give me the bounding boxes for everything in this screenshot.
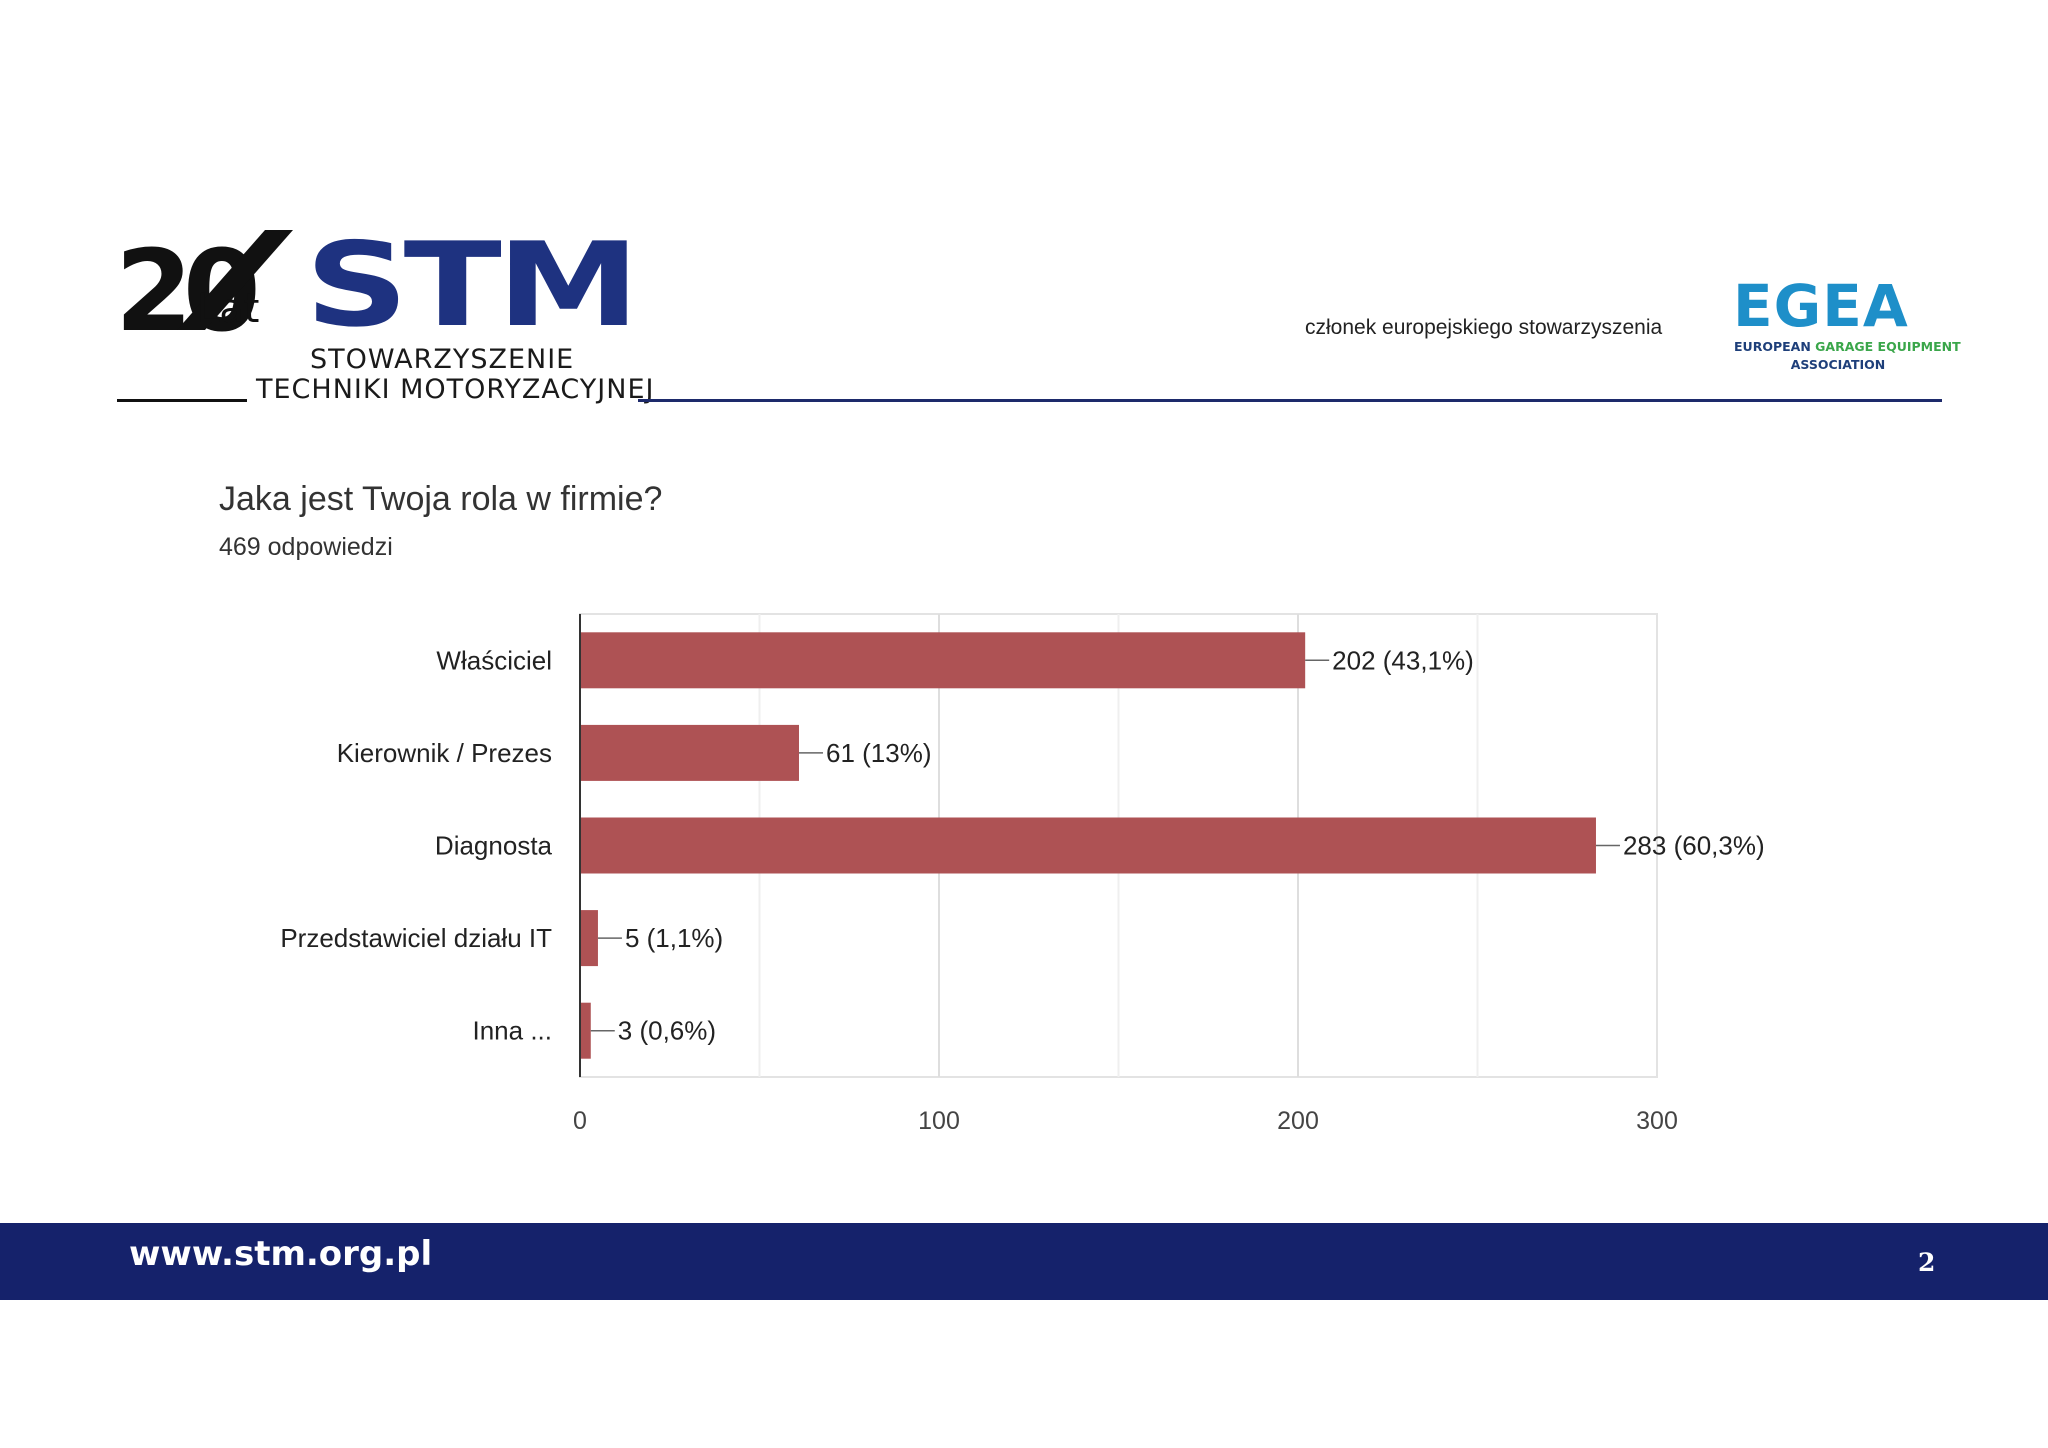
bar	[581, 910, 598, 967]
category-label: Diagnosta	[435, 831, 553, 861]
bar	[581, 1002, 591, 1059]
page-number: 2	[1918, 1248, 1936, 1277]
stm-name-line1: STOWARZYSZENIE	[310, 344, 575, 375]
question-title: Jaka jest Twoja rola w firmie?	[219, 480, 663, 518]
x-tick-label: 200	[1277, 1107, 1319, 1135]
x-tick-label: 100	[918, 1107, 960, 1135]
data-label: 61 (13%)	[826, 738, 932, 768]
anniversary-word: Lat	[197, 286, 259, 332]
data-label: 202 (43,1%)	[1332, 645, 1474, 675]
data-label: 5 (1,1%)	[625, 923, 723, 953]
egea-logo: EGEA	[1733, 272, 1909, 340]
data-label: 3 (0,6%)	[618, 1016, 716, 1046]
data-label: 283 (60,3%)	[1623, 831, 1765, 861]
response-count: 469 odpowiedzi	[219, 533, 393, 561]
stm-acronym: STM	[305, 222, 635, 353]
header-rule-right	[638, 399, 1942, 402]
member-text: członek europejskiego stowarzyszenia	[1305, 316, 1663, 339]
bar	[581, 632, 1306, 689]
stm-logo: 20 Lat STM	[115, 222, 635, 357]
x-tick-label: 0	[573, 1107, 587, 1135]
footer-url[interactable]: www.stm.org.pl	[129, 1234, 433, 1274]
egea-subtitle-line1: EUROPEAN GARAGE EQUIPMENT	[1734, 339, 1961, 354]
x-tick-label: 300	[1636, 1107, 1678, 1135]
labels: 0 100 200 300 Właściciel 202 (43,1%) Kierownik…	[280, 645, 1764, 1135]
category-label: Kierownik / Prezes	[337, 738, 552, 768]
stm-name-line2: TECHNIKI MOTORYZACYJNEJ	[256, 374, 655, 405]
bar	[581, 817, 1596, 874]
egea-subtitle-garage-equipment: GARAGE EQUIPMENT	[1815, 339, 1961, 354]
category-label: Właściciel	[436, 645, 552, 675]
category-label: Przedstawiciel działu IT	[280, 923, 552, 953]
bar	[581, 724, 799, 781]
anniversary-slash	[177, 230, 293, 330]
category-label: Inna ...	[473, 1016, 553, 1046]
header-rule-left	[117, 399, 247, 402]
footer-band	[0, 1223, 2048, 1300]
egea-subtitle-line2: ASSOCIATION	[1790, 357, 1886, 372]
bar-chart: 0 100 200 300 Właściciel 202 (43,1%) Kierownik…	[280, 613, 1765, 1135]
bars	[581, 632, 1596, 1059]
egea-subtitle-european: EUROPEAN	[1734, 339, 1816, 354]
anniversary-number: 20	[115, 227, 256, 357]
